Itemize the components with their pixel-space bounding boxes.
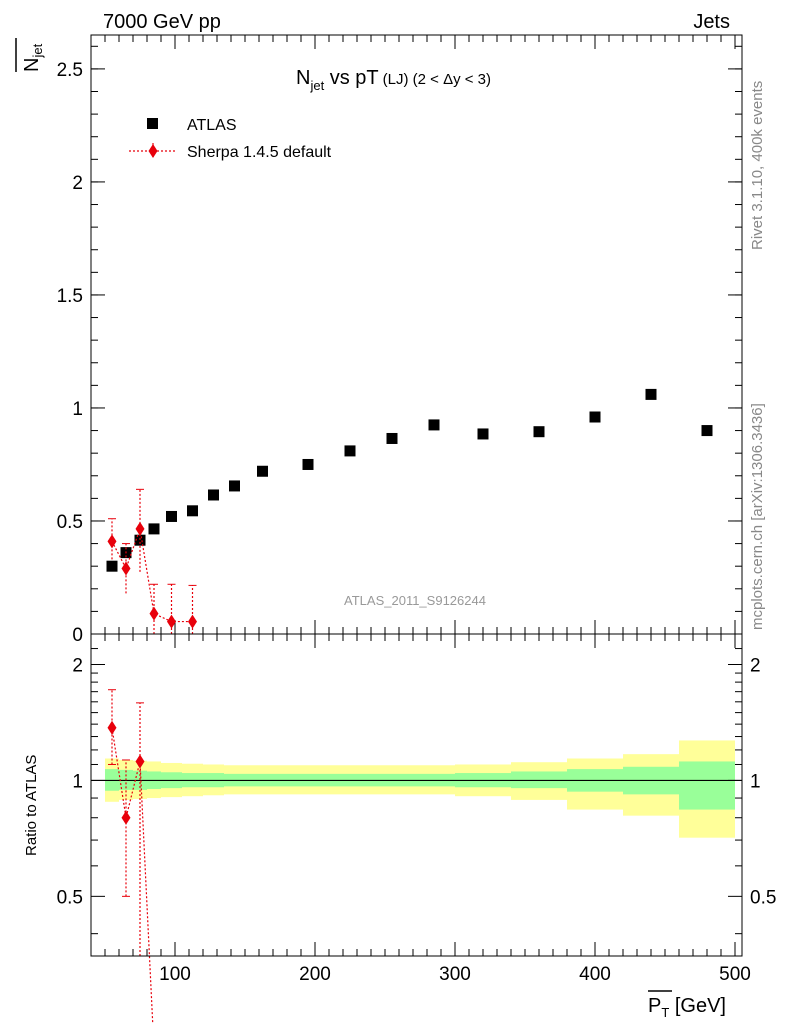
plot-title: Njet vs pT (LJ) (2 < Δy < 3) [296, 67, 491, 93]
ratio-y-tick-label-right: 0.5 [750, 887, 776, 908]
atlas-data-point [344, 445, 356, 457]
sherpa-ratio-point [107, 720, 117, 735]
ratio-y-tick-label: 2 [72, 655, 83, 676]
x-tick-label: 200 [299, 964, 331, 985]
main-y-tick-label: 1.5 [57, 286, 83, 307]
ratio-y-axis-label: Ratio to ATLAS [23, 755, 40, 856]
atlas-data-point [166, 510, 177, 522]
atlas-data-point [229, 480, 240, 492]
sherpa-ratio-point [135, 754, 145, 769]
main-y-axis-label: Njet [15, 38, 45, 72]
analysis-watermark: ATLAS_2011_S9126244 [344, 593, 486, 608]
x-axis-label: PT [GeV] [648, 990, 726, 1020]
main-y-tick-label: 2 [72, 173, 83, 194]
ratio-data-layer [107, 689, 154, 1029]
main-y-tick-label: 0 [72, 625, 83, 646]
ratio-y-axis: 0.5 0.5 1 1 2 2 [57, 648, 776, 935]
main-y-tick-label: 2.5 [57, 60, 83, 81]
atlas-data-point [257, 465, 268, 477]
svg-text:PT [GeV]: PT [GeV] [648, 995, 726, 1020]
main-y-tick-label: 1 [72, 399, 83, 420]
x-tick-label: 400 [579, 964, 611, 985]
sherpa-line [111, 528, 193, 623]
ratio-x-axis: 100 200 300 400 500 [104, 634, 751, 985]
atlas-data-point [106, 560, 118, 572]
x-tick-label: 300 [439, 964, 471, 985]
sherpa-data-point [135, 521, 145, 536]
main-y-tick-label: 0.5 [57, 512, 83, 533]
atlas-data-point [208, 489, 219, 501]
header-right-label: Jets [693, 11, 730, 33]
main-data-layer [106, 388, 713, 634]
sherpa-data-point [107, 534, 117, 549]
atlas-data-point [386, 432, 398, 444]
atlas-data-point [134, 534, 146, 546]
x-tick-label: 500 [719, 964, 751, 985]
ratio-y-tick-label-right: 1 [750, 771, 761, 792]
atlas-data-point [477, 428, 489, 440]
atlas-data-point [645, 388, 657, 400]
sherpa-data-point [188, 614, 197, 629]
atlas-data-point [148, 523, 160, 535]
ratio-uncertainty-bands [105, 740, 735, 838]
header-left-label: 7000 GeV pp [103, 11, 221, 33]
ratio-inner-band [511, 771, 567, 789]
main-y-axis: 0 0.5 1 1.5 2 2.5 [57, 45, 742, 646]
atlas-data-point [701, 425, 713, 437]
ratio-inner-band [679, 761, 735, 810]
legend-marker-atlas [147, 118, 158, 129]
ratio-y-tick-label-right: 2 [750, 655, 761, 676]
atlas-data-point [302, 458, 314, 470]
sherpa-data-point [149, 606, 159, 621]
x-tick-label: 100 [159, 964, 191, 985]
sherpa-data-point [121, 561, 131, 576]
mcplots-label: mcplots.cern.ch [arXiv:1306.3436] [749, 403, 766, 630]
legend-label-sherpa: Sherpa 1.4.5 default [187, 144, 332, 161]
sherpa-ratio-point [121, 810, 131, 825]
atlas-data-point [589, 411, 601, 423]
ratio-y-tick-label: 0.5 [57, 887, 83, 908]
svg-text:Njet: Njet [21, 43, 45, 72]
atlas-data-point [428, 419, 440, 431]
ratio-panel-frame [90, 633, 743, 957]
legend: ATLAS Sherpa 1.4.5 default [129, 117, 332, 161]
sherpa-data-point [167, 614, 176, 629]
ratio-y-tick-label: 1 [72, 771, 83, 792]
atlas-data-point [187, 505, 198, 517]
legend-label-atlas: ATLAS [187, 117, 237, 134]
sherpa-ratio-line [111, 727, 154, 1029]
main-x-axis [104, 35, 736, 634]
rivet-label: Rivet 3.1.10, 400k events [749, 81, 766, 250]
legend-marker-sherpa [148, 144, 158, 158]
atlas-data-point [533, 426, 545, 438]
